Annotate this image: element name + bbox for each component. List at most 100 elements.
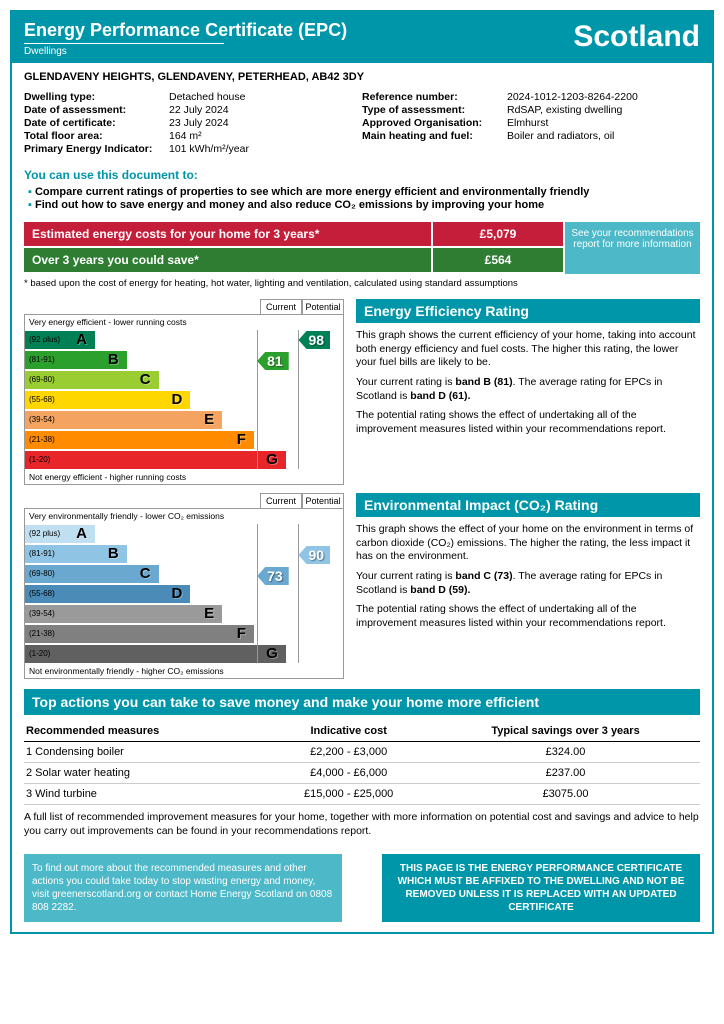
detail-label: Total floor area: xyxy=(24,130,169,142)
detail-value: RdSAP, existing dwelling xyxy=(507,104,622,116)
table-head: Recommended measuresIndicative costTypic… xyxy=(24,721,700,742)
band-row: (81-91) B xyxy=(25,544,343,563)
detail-label: Date of assessment: xyxy=(24,104,169,116)
bullet: Compare current ratings of properties to… xyxy=(28,186,700,198)
detail-label: Dwelling type: xyxy=(24,91,169,103)
chart-bottom-label: Not energy efficient - higher running co… xyxy=(25,470,343,484)
chart-header: Current Potential xyxy=(24,299,344,314)
paragraph: Your current rating is band B (81). The … xyxy=(356,376,700,403)
actions-note: A full list of recommended improvement m… xyxy=(24,805,700,844)
cost-value: £564 xyxy=(433,248,563,272)
chart-top-label: Very environmentally friendly - lower CO… xyxy=(25,509,343,523)
band-range: (39-54) xyxy=(29,609,55,618)
detail-label: Main heating and fuel: xyxy=(362,130,507,142)
detail-label: Approved Organisation: xyxy=(362,117,507,129)
divider xyxy=(298,524,299,663)
detail-value: 23 July 2024 xyxy=(169,117,229,129)
band-range: (21-38) xyxy=(29,629,55,638)
header-left: Energy Performance Certificate (EPC) Dwe… xyxy=(24,20,347,57)
chart-header: Current Potential xyxy=(24,493,344,508)
doc-title: Energy Performance Certificate (EPC) xyxy=(24,20,347,41)
band-range: (55-68) xyxy=(29,589,55,598)
cost-row-estimate: Estimated energy costs for your home for… xyxy=(24,222,563,246)
cost-row-save: Over 3 years you could save* £564 xyxy=(24,248,563,272)
col-potential: Potential xyxy=(302,493,344,508)
details-right: Reference number:2024-1012-1203-8264-220… xyxy=(362,91,700,156)
band-letter: A xyxy=(72,525,91,542)
divider xyxy=(257,524,258,663)
band-row: (1-20)G xyxy=(25,450,343,469)
band-range: (92 plus) xyxy=(29,529,60,538)
region: Scotland xyxy=(573,20,700,54)
band-letter: B xyxy=(104,351,123,368)
band-row: (81-91) B xyxy=(25,350,343,369)
band-letter: G xyxy=(262,451,282,468)
eer-title: Energy Efficiency Rating xyxy=(356,299,700,323)
paragraph: The potential rating shows the effect of… xyxy=(356,409,700,436)
eer-chart: Current Potential Very energy efficient … xyxy=(24,299,344,485)
band-letter: E xyxy=(200,411,218,428)
paragraph: The potential rating shows the effect of… xyxy=(356,603,700,630)
chart-body: (92 plus) A (81-91) B (69-80) C (55-68) D (39-54… xyxy=(25,524,343,663)
eer-section: Current Potential Very energy efficient … xyxy=(12,295,712,489)
band-range: (21-38) xyxy=(29,435,55,444)
cost-table: Estimated energy costs for your home for… xyxy=(12,216,712,276)
chart-bottom-label: Not environmentally friendly - higher CO… xyxy=(25,664,343,678)
col-header: Indicative cost xyxy=(266,721,431,742)
use-bullets: Compare current ratings of properties to… xyxy=(28,186,700,211)
detail-value: 164 m² xyxy=(169,130,202,142)
cost-label: Over 3 years you could save* xyxy=(24,248,431,272)
table-row: 3 Wind turbine£15,000 - £25,000£3075.00 xyxy=(24,784,700,805)
detail-label: Date of certificate: xyxy=(24,117,169,129)
band-range: (81-91) xyxy=(29,549,55,558)
cost-side-note: See your recommendations report for more… xyxy=(565,222,700,274)
detail-label: Type of assessment: xyxy=(362,104,507,116)
eer-text: Energy Efficiency Rating This graph show… xyxy=(356,299,700,485)
footer-left: To find out more about the recommended m… xyxy=(24,854,342,922)
band-row: (21-38) F xyxy=(25,430,343,449)
band-row: (21-38) F xyxy=(25,624,343,643)
chart-box: Very energy efficient - lower running co… xyxy=(24,314,344,485)
actions-title: Top actions you can take to save money a… xyxy=(24,689,700,715)
col-header: Typical savings over 3 years xyxy=(431,721,700,742)
rating-arrow-potential: 98 xyxy=(298,331,330,349)
cost-value: £5,079 xyxy=(433,222,563,246)
divider xyxy=(298,330,299,469)
cost-footnote: * based upon the cost of energy for heat… xyxy=(12,276,712,295)
rating-arrow-current: 73 xyxy=(257,567,289,585)
details-left: Dwelling type:Detached houseDate of asse… xyxy=(24,91,362,156)
chart-body: (92 plus)A(81-91)B(69-80)C(55-68)D(39-54… xyxy=(25,330,343,469)
band-letter: F xyxy=(233,625,250,642)
band-row: (69-80)C xyxy=(25,370,343,389)
band-row: (92 plus) A xyxy=(25,330,343,349)
band-range: (92 plus) xyxy=(29,335,60,344)
band-range: (69-80) xyxy=(29,375,55,384)
footer-right: THIS PAGE IS THE ENERGY PERFORMANCE CERT… xyxy=(382,854,700,922)
header: Energy Performance Certificate (EPC) Dwe… xyxy=(12,12,712,63)
band-range: (81-91) xyxy=(29,355,55,364)
chart-box: Very environmentally friendly - lower CO… xyxy=(24,508,344,679)
band-row: (39-54)E xyxy=(25,604,343,623)
band-letter: D xyxy=(168,585,187,602)
detail-value: 22 July 2024 xyxy=(169,104,229,116)
band-letter: C xyxy=(136,565,155,582)
band-row: (92 plus) A xyxy=(25,524,343,543)
band-letter: A xyxy=(72,331,91,348)
rating-arrow-potential: 90 xyxy=(298,546,330,564)
band-letter: B xyxy=(104,545,123,562)
band-letter: F xyxy=(233,431,250,448)
eir-text: Environmental Impact (CO₂) Rating This g… xyxy=(356,493,700,679)
eir-chart: Current Potential Very environmentally f… xyxy=(24,493,344,679)
col-current: Current xyxy=(260,299,302,314)
band-range: (1-20) xyxy=(29,649,50,658)
paragraph: Your current rating is band C (73). The … xyxy=(356,570,700,597)
bullet: Find out how to save energy and money an… xyxy=(28,199,700,211)
band-range: (69-80) xyxy=(29,569,55,578)
use-title: You can use this document to: xyxy=(24,168,700,182)
table-body: 1 Condensing boiler£2,200 - £3,000£324.0… xyxy=(24,742,700,805)
band-row: (1-20)G xyxy=(25,644,343,663)
divider xyxy=(24,43,224,44)
chart-top-label: Very energy efficient - lower running co… xyxy=(25,315,343,329)
detail-value: Boiler and radiators, oil xyxy=(507,130,614,142)
band-range: (55-68) xyxy=(29,395,55,404)
